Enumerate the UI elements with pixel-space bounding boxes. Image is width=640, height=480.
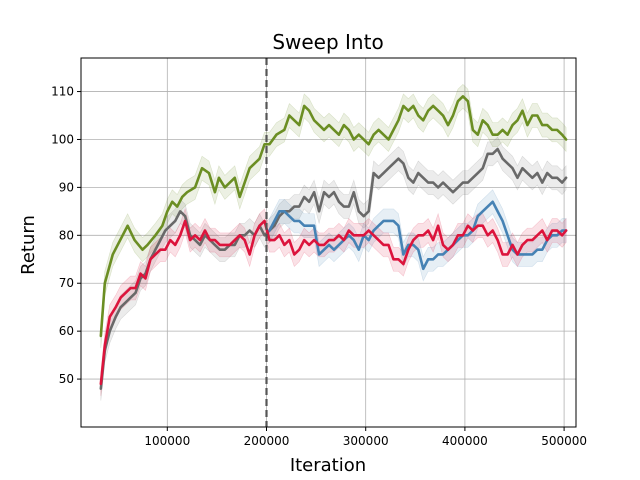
series-4-line — [99, 219, 568, 386]
x-tick-label: 500000 — [541, 434, 587, 448]
series-3-band — [269, 189, 567, 282]
y-tick-label: 90 — [59, 180, 74, 194]
y-axis-title: Return — [18, 215, 39, 275]
y-tick-label: 80 — [59, 228, 74, 242]
y-axis-ticks: 50 60 70 80 90 100 110 — [51, 85, 81, 386]
series-2-band — [100, 136, 567, 401]
series-2-line — [99, 147, 568, 390]
plot-frame — [80, 57, 577, 428]
series-lines — [99, 95, 568, 390]
confidence-bands — [100, 83, 567, 401]
series-1-band — [100, 83, 567, 348]
y-tick-label: 100 — [51, 132, 74, 146]
x-axis-ticks: 100000 200000 300000 400000 500000 — [144, 427, 587, 448]
x-axis-title: Iteration — [290, 455, 366, 476]
y-tick-label: 50 — [59, 372, 74, 386]
x-tick-label: 400000 — [442, 434, 488, 448]
y-tick-label: 70 — [59, 276, 74, 290]
grid — [81, 58, 576, 427]
y-tick-label: 110 — [51, 85, 74, 99]
series-4-band — [100, 207, 567, 396]
x-tick-label: 300000 — [343, 434, 389, 448]
chart-title: Sweep Into — [272, 30, 383, 54]
x-tick-label: 100000 — [144, 434, 190, 448]
y-tick-label: 60 — [59, 324, 74, 338]
x-tick-label: 200000 — [244, 434, 290, 448]
series-1-line — [99, 95, 568, 338]
